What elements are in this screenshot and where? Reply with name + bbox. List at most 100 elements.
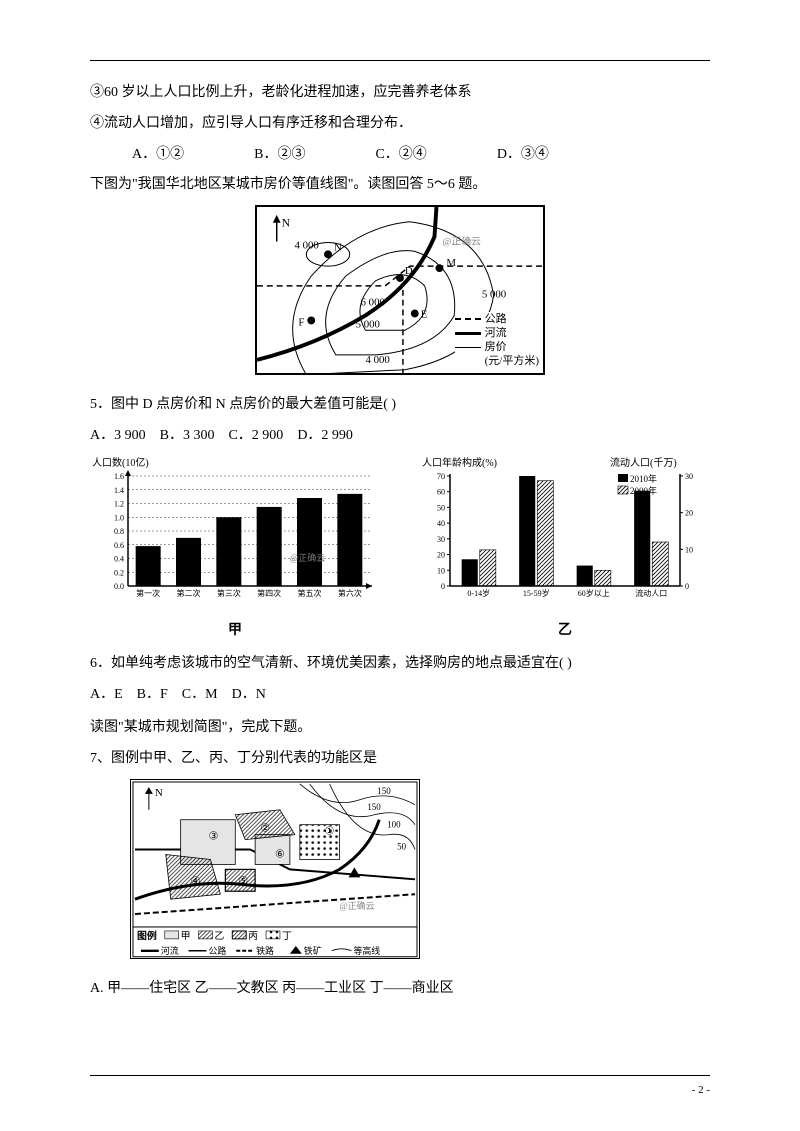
svg-text:流动人口: 流动人口 <box>635 588 667 598</box>
svg-text:0: 0 <box>685 582 689 591</box>
chart-yi: 人口年龄构成(%) 流动人口(千万) 2010年 2000年 010203040… <box>420 456 710 642</box>
svg-text:M: M <box>446 257 456 269</box>
chart-yi-svg: 人口年龄构成(%) 流动人口(千万) 2010年 2000年 010203040… <box>420 456 710 606</box>
svg-text:第五次: 第五次 <box>298 588 322 598</box>
svg-text:@正确云: @正确云 <box>340 901 375 912</box>
statement-4: ④流动人口增加，应引导人口有序迁移和合理分布． <box>90 111 710 136</box>
q6-c: C．M <box>182 682 218 707</box>
svg-text:③: ③ <box>208 831 218 843</box>
chart-yi-caption: 乙 <box>420 618 710 643</box>
svg-text:乙: 乙 <box>214 930 224 942</box>
svg-text:N: N <box>155 787 163 799</box>
svg-text:等高线: 等高线 <box>353 945 380 956</box>
statement-3: ③60 岁以上人口比例上升，老龄化进程加速，应完善养老体系 <box>90 80 710 105</box>
map2-svg: N 150 150 100 50 <box>131 780 419 959</box>
svg-text:甲: 甲 <box>181 931 191 942</box>
svg-text:丁: 丁 <box>282 931 292 942</box>
svg-text:N: N <box>334 241 342 253</box>
page-footer: - 2 - <box>692 1081 710 1101</box>
svg-text:0.6: 0.6 <box>114 541 124 550</box>
svg-text:60岁以上: 60岁以上 <box>578 588 610 598</box>
figure-map1: N 4 000 N D M E F 5 000 6 000 5 000 4 00… <box>90 205 710 384</box>
chart-jia-svg: 人口数(10亿) 0.00.20.40.60.81.01.21.41.6 第一次… <box>90 456 380 606</box>
opt-d: D．③④ <box>497 142 549 167</box>
top-rule <box>90 60 710 61</box>
svg-text:0-14岁: 0-14岁 <box>467 588 490 598</box>
svg-text:⑥: ⑥ <box>275 849 285 861</box>
q5-a: A．3 900 <box>90 423 146 448</box>
chart-jia: 人口数(10亿) 0.00.20.40.60.81.01.21.41.6 第一次… <box>90 456 380 642</box>
svg-text:第二次: 第二次 <box>177 588 201 598</box>
q5-d: D．2 990 <box>297 423 353 448</box>
q7-stem: 7、图例中甲、乙、丙、丁分别代表的功能区是 <box>90 746 710 771</box>
svg-text:河流: 河流 <box>161 945 179 956</box>
svg-text:公路: 公路 <box>208 945 226 956</box>
opt-b: B．②③ <box>254 142 305 167</box>
svg-text:⑤: ⑤ <box>238 876 248 888</box>
fig-intro-2: 读图"某城市规划简图"，完成下题。 <box>90 715 710 740</box>
svg-text:0.8: 0.8 <box>114 527 124 536</box>
options-row-1: A．①② B．②③ C．②④ D．③④ <box>132 142 710 167</box>
svg-text:第四次: 第四次 <box>257 588 281 598</box>
page-number: - 2 - <box>692 1084 710 1096</box>
svg-text:图例: 图例 <box>137 929 157 942</box>
q5-options: A．3 900 B．3 300 C．2 900 D．2 990 <box>90 423 710 448</box>
svg-text:第六次: 第六次 <box>338 588 362 598</box>
map2-box: N 150 150 100 50 <box>130 779 420 959</box>
map1-north: N <box>282 215 291 229</box>
svg-text:30: 30 <box>685 472 693 481</box>
svg-text:④: ④ <box>191 876 201 888</box>
svg-text:150: 150 <box>367 802 381 812</box>
svg-text:1.2: 1.2 <box>114 500 124 509</box>
svg-text:②: ② <box>260 823 270 835</box>
q6-a: A．E <box>90 682 123 707</box>
svg-text:5 000: 5 000 <box>356 318 380 330</box>
svg-text:60: 60 <box>437 488 445 497</box>
svg-text:150: 150 <box>377 786 391 796</box>
svg-text:50: 50 <box>397 842 406 852</box>
svg-text:15-59岁: 15-59岁 <box>523 588 550 598</box>
svg-text:铁路: 铁路 <box>256 945 274 956</box>
q5-b: B．3 300 <box>160 423 215 448</box>
svg-text:0.0: 0.0 <box>114 582 124 591</box>
svg-text:40: 40 <box>437 519 445 528</box>
svg-text:0.2: 0.2 <box>114 569 124 578</box>
q5-stem: 5．图中 D 点房价和 N 点房价的最大差值可能是( ) <box>90 392 710 417</box>
svg-text:30: 30 <box>437 535 445 544</box>
svg-text:4 000: 4 000 <box>365 354 389 366</box>
svg-text:0: 0 <box>441 582 445 591</box>
svg-text:1.4: 1.4 <box>114 486 124 495</box>
svg-text:1.6: 1.6 <box>114 472 124 481</box>
svg-text:D: D <box>405 265 413 277</box>
svg-text:@正确云: @正确云 <box>442 234 481 247</box>
chart-jia-caption: 甲 <box>90 618 380 643</box>
svg-text:10: 10 <box>437 567 445 576</box>
svg-text:第三次: 第三次 <box>217 588 241 598</box>
svg-text:1.0: 1.0 <box>114 514 124 523</box>
svg-text:流动人口(千万): 流动人口(千万) <box>610 456 677 469</box>
charts-row: 人口数(10亿) 0.00.20.40.60.81.01.21.41.6 第一次… <box>90 456 710 642</box>
svg-text:E: E <box>421 308 428 320</box>
fig-intro-1: 下图为"我国华北地区某城市房价等值线图"。读图回答 5～6 题。 <box>90 172 710 197</box>
svg-text:2010年: 2010年 <box>630 473 657 484</box>
svg-text:第一次: 第一次 <box>136 588 160 598</box>
q6-options: A．E B．F C．M D．N <box>90 682 710 707</box>
q5-c: C．2 900 <box>228 423 283 448</box>
q6-b: B．F <box>137 682 168 707</box>
q6-d: D．N <box>232 682 266 707</box>
svg-text:20: 20 <box>437 551 445 560</box>
svg-text:①: ① <box>325 826 335 838</box>
svg-text:丙: 丙 <box>248 931 258 942</box>
opt-c: C．②④ <box>375 142 426 167</box>
svg-text:4 000: 4 000 <box>294 239 318 251</box>
svg-text:50: 50 <box>437 504 445 513</box>
svg-text:0.4: 0.4 <box>114 555 124 564</box>
svg-text:5 000: 5 000 <box>482 288 506 300</box>
figure-map2: N 150 150 100 50 <box>130 779 710 968</box>
svg-text:20: 20 <box>685 509 693 518</box>
svg-text:人口年龄构成(%): 人口年龄构成(%) <box>422 456 497 469</box>
opt-a: A．①② <box>132 142 184 167</box>
svg-text:6 000: 6 000 <box>361 296 385 308</box>
svg-text:10: 10 <box>685 546 693 555</box>
q7-a: A. 甲——住宅区 乙——文教区 丙——工业区 丁——商业区 <box>90 976 710 1001</box>
